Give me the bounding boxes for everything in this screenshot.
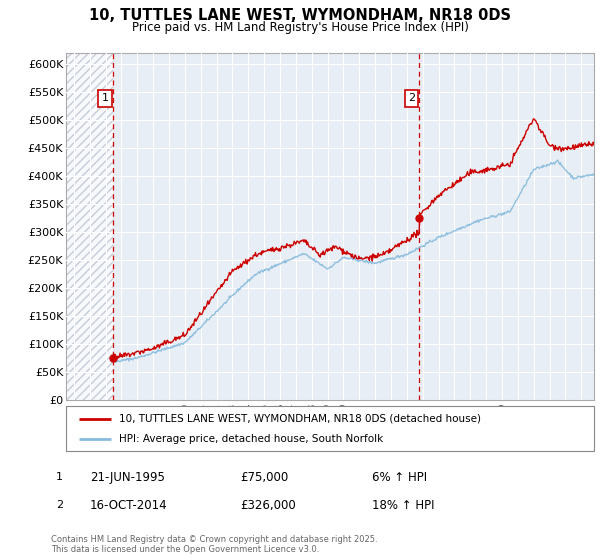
Text: Contains HM Land Registry data © Crown copyright and database right 2025.
This d: Contains HM Land Registry data © Crown c… [51, 535, 377, 554]
Text: 21-JUN-1995: 21-JUN-1995 [90, 470, 165, 484]
Text: Price paid vs. HM Land Registry's House Price Index (HPI): Price paid vs. HM Land Registry's House … [131, 21, 469, 34]
FancyBboxPatch shape [66, 406, 594, 451]
Text: 6% ↑ HPI: 6% ↑ HPI [372, 470, 427, 484]
Text: 10, TUTTLES LANE WEST, WYMONDHAM, NR18 0DS (detached house): 10, TUTTLES LANE WEST, WYMONDHAM, NR18 0… [119, 413, 481, 423]
Text: 16-OCT-2014: 16-OCT-2014 [90, 498, 167, 512]
Text: 18% ↑ HPI: 18% ↑ HPI [372, 498, 434, 512]
Text: HPI: Average price, detached house, South Norfolk: HPI: Average price, detached house, Sout… [119, 434, 383, 444]
Text: 1: 1 [56, 472, 63, 482]
Text: £75,000: £75,000 [240, 470, 288, 484]
Bar [66, 53, 113, 400]
Text: 2: 2 [56, 500, 63, 510]
Text: 10, TUTTLES LANE WEST, WYMONDHAM, NR18 0DS: 10, TUTTLES LANE WEST, WYMONDHAM, NR18 0… [89, 8, 511, 24]
Text: 1: 1 [101, 94, 109, 104]
Text: £326,000: £326,000 [240, 498, 296, 512]
Text: 2: 2 [408, 94, 415, 104]
